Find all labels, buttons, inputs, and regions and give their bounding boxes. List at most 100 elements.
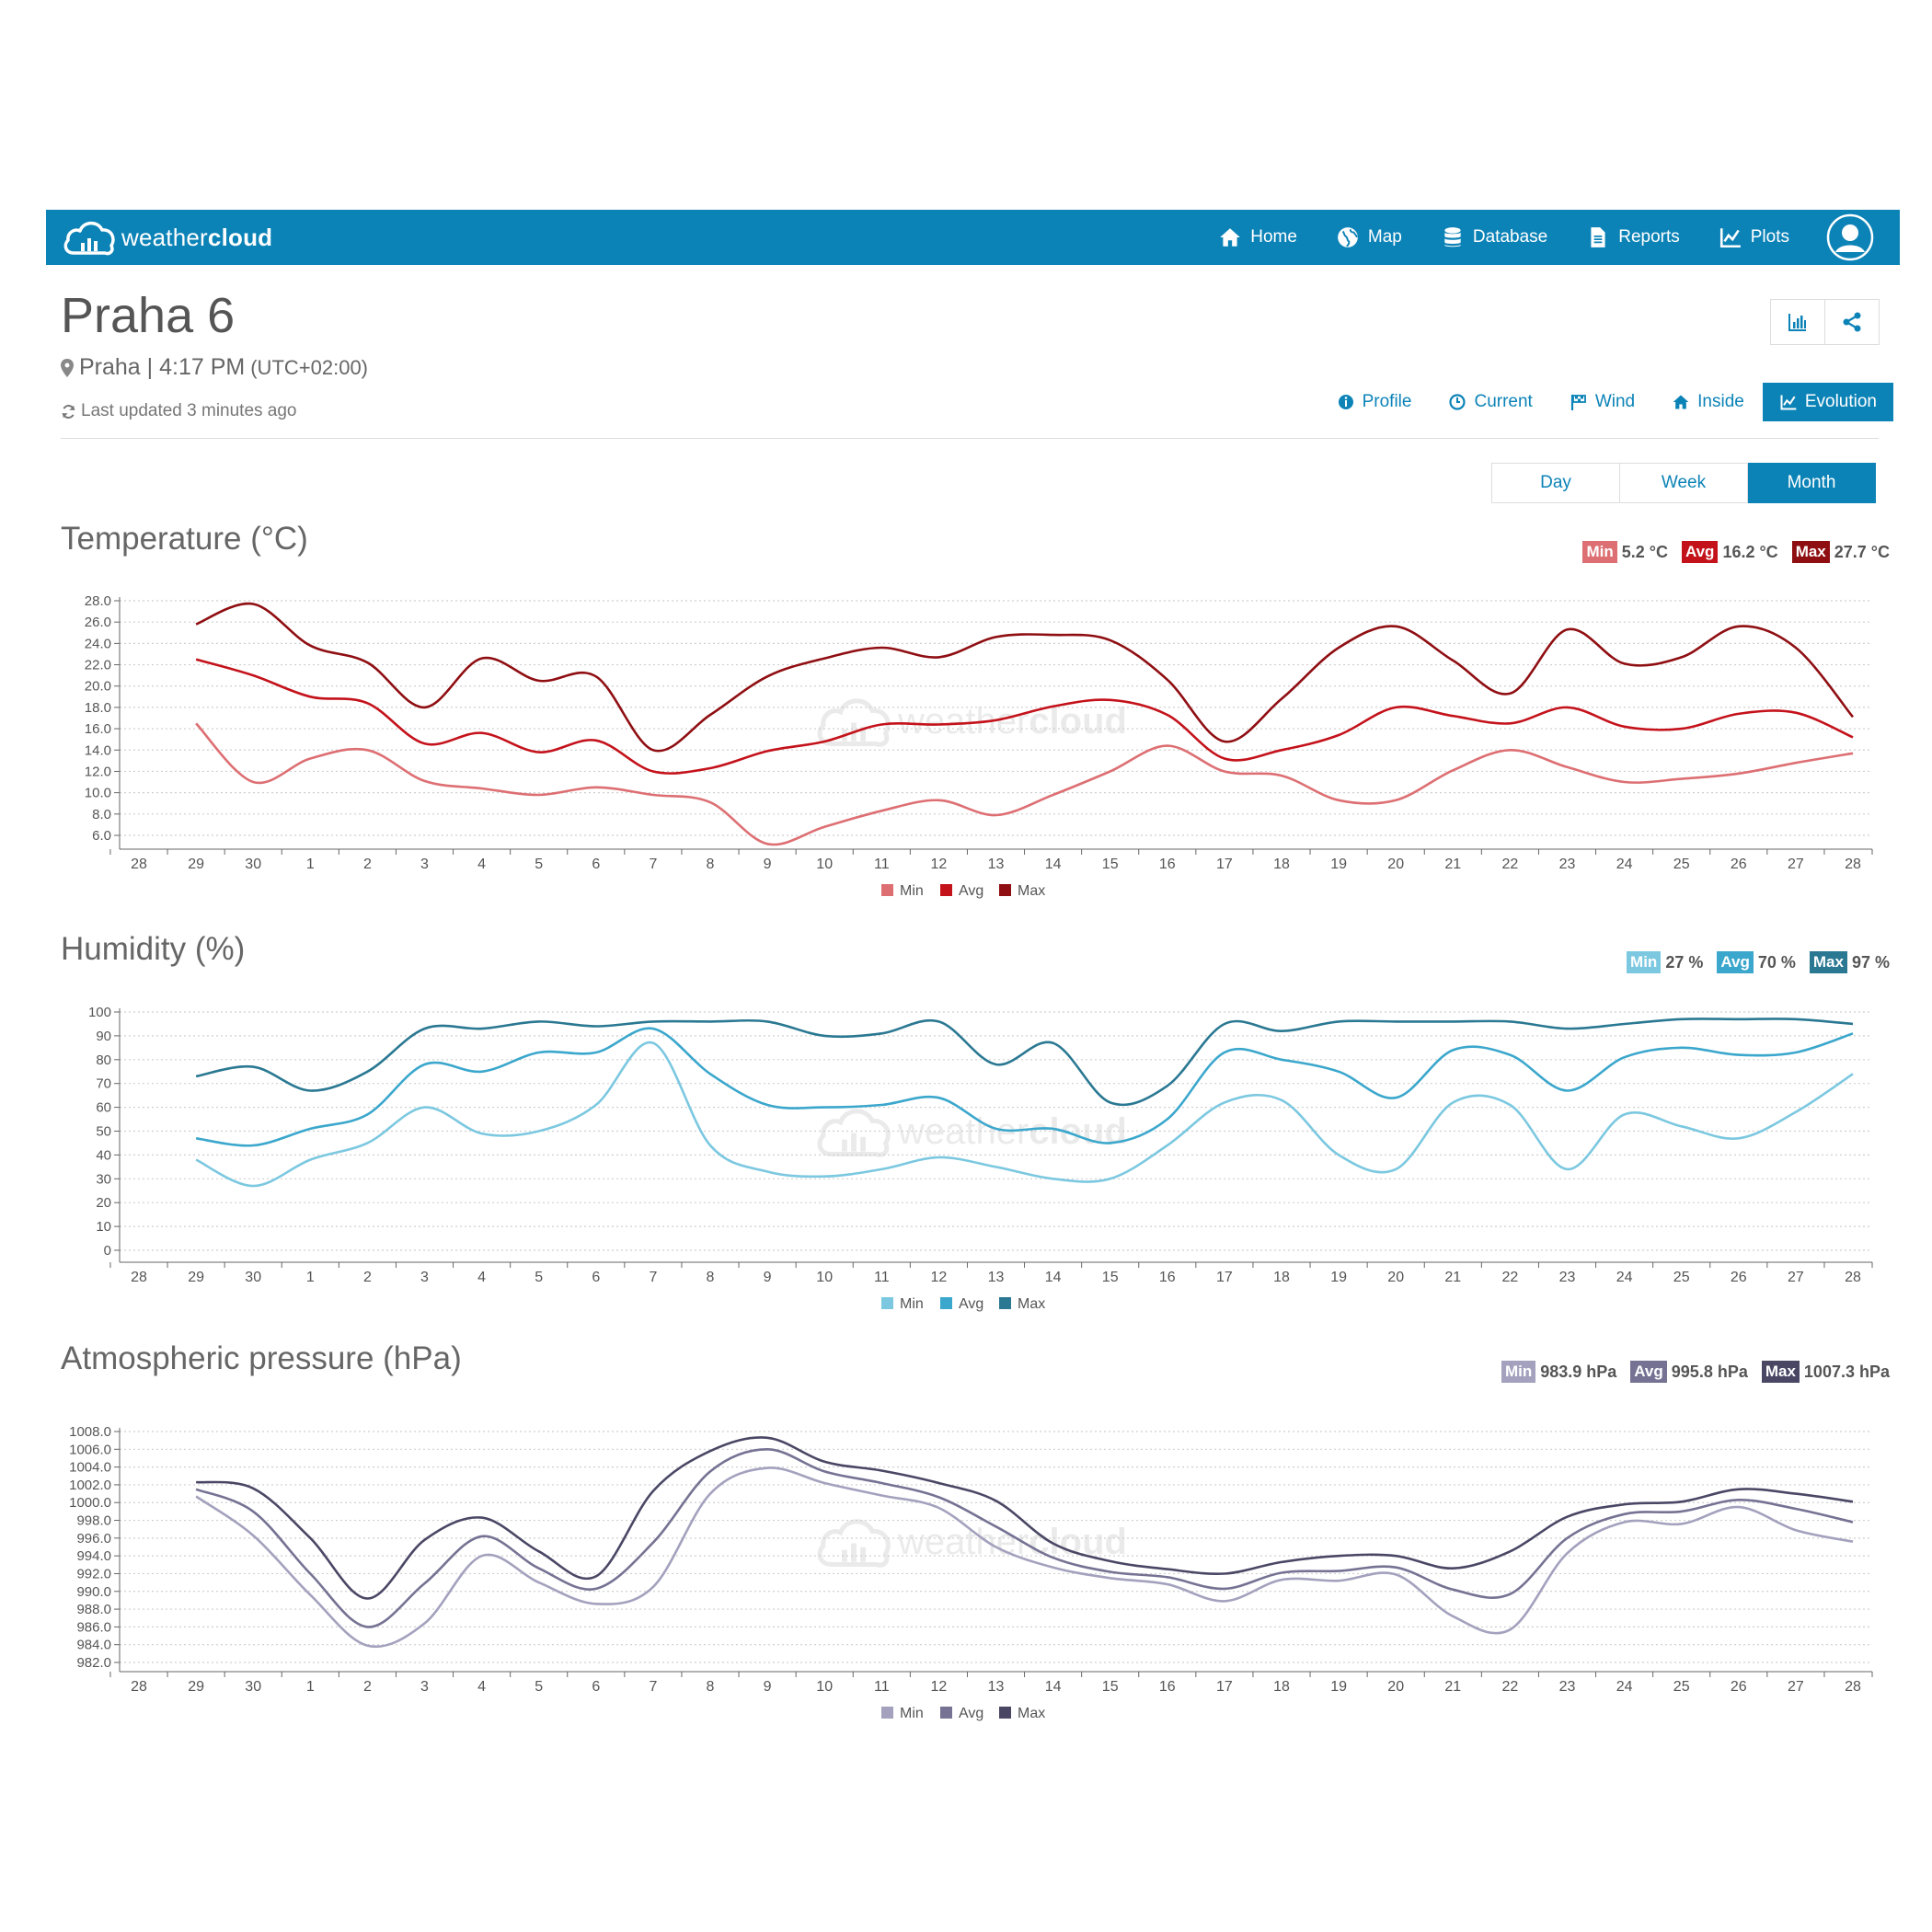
- x-tick-label: 4: [477, 1679, 486, 1695]
- legend-label-max[interactable]: Max: [1018, 1706, 1045, 1721]
- brand-logo-link[interactable]: weathercloud: [61, 210, 272, 265]
- nav-plots[interactable]: Plots: [1719, 225, 1789, 249]
- humidity-summary: Min 27 % Avg 70 % Max 97 %: [1627, 951, 1890, 973]
- y-tick-label: 26.0: [85, 615, 111, 630]
- x-tick-label: 16: [1159, 1679, 1176, 1695]
- y-tick-label: 986.0: [76, 1619, 111, 1635]
- legend-label-max[interactable]: Max: [1018, 883, 1045, 899]
- nav-reports[interactable]: Reports: [1586, 225, 1680, 249]
- x-tick-label: 13: [988, 1679, 1005, 1695]
- x-tick-label: 8: [707, 857, 715, 872]
- nav-database[interactable]: Database: [1441, 225, 1547, 249]
- line-chart-icon: [1719, 228, 1741, 248]
- y-tick-label: 1008.0: [69, 1424, 111, 1440]
- period-day-button[interactable]: Day: [1491, 463, 1620, 503]
- tab-evolution-label: Evolution: [1804, 392, 1877, 411]
- share-button[interactable]: [1825, 299, 1880, 345]
- temperature-min-badge: Min: [1582, 541, 1617, 563]
- x-tick-label: 15: [1102, 1679, 1119, 1695]
- x-tick-label: 11: [874, 1270, 890, 1285]
- legend-label-min[interactable]: Min: [900, 1296, 924, 1312]
- humidity-series-min-line: [195, 1041, 1854, 1188]
- x-tick-label: 1: [306, 857, 315, 872]
- x-tick-label: 18: [1273, 857, 1290, 872]
- period-week-button[interactable]: Week: [1620, 463, 1748, 503]
- x-tick-label: 6: [592, 1270, 600, 1285]
- x-tick-label: 3: [420, 857, 429, 872]
- x-tick-label: 13: [988, 857, 1005, 872]
- document-icon: [1591, 227, 1605, 247]
- x-tick-label: 30: [245, 1270, 261, 1285]
- x-tick-label: 28: [1845, 857, 1861, 872]
- x-tick-label: 25: [1673, 857, 1690, 872]
- period-selector: Day Week Month: [1491, 463, 1876, 503]
- y-tick-label: 20: [96, 1195, 111, 1211]
- pressure-avg-value: 995.8 hPa: [1671, 1362, 1748, 1381]
- x-tick-label: 21: [1444, 1679, 1461, 1695]
- pressure-avg-badge: Avg: [1630, 1361, 1667, 1383]
- x-tick-label: 20: [1387, 1679, 1404, 1695]
- y-tick-label: 982.0: [76, 1655, 111, 1671]
- legend-swatch-max: [999, 1297, 1011, 1309]
- x-tick-label: 22: [1502, 1270, 1519, 1285]
- temperature-avg-badge: Avg: [1681, 541, 1719, 563]
- y-tick-label: 12.0: [85, 764, 111, 779]
- x-tick-label: 10: [816, 857, 833, 872]
- legend-label-min[interactable]: Min: [900, 883, 924, 899]
- x-tick-label: 2: [363, 857, 372, 872]
- legend-label-avg[interactable]: Avg: [959, 1706, 983, 1721]
- y-tick-label: 0: [104, 1243, 111, 1259]
- user-icon[interactable]: [1826, 213, 1874, 261]
- x-tick-label: 23: [1559, 1270, 1576, 1285]
- temperature-max-badge: Max: [1791, 541, 1830, 563]
- flag-icon: [1570, 395, 1586, 410]
- y-tick-label: 984.0: [76, 1638, 111, 1653]
- temperature-max-value: 27.7 °C: [1834, 542, 1890, 561]
- legend-label-min[interactable]: Min: [900, 1706, 924, 1721]
- line-chart-icon: [1780, 395, 1797, 410]
- tab-inside[interactable]: Inside: [1653, 383, 1763, 421]
- x-tick-label: 5: [535, 857, 543, 872]
- tab-evolution[interactable]: Evolution: [1762, 383, 1893, 421]
- x-tick-label: 15: [1102, 857, 1119, 872]
- nav-home[interactable]: Home: [1218, 225, 1297, 249]
- y-tick-label: 90: [96, 1029, 111, 1044]
- x-tick-label: 16: [1159, 857, 1176, 872]
- x-tick-label: 16: [1159, 1270, 1176, 1285]
- x-tick-label: 5: [535, 1270, 543, 1285]
- y-tick-label: 1006.0: [69, 1442, 111, 1457]
- station-separator: |: [146, 354, 154, 380]
- tab-wind-label: Wind: [1594, 392, 1636, 411]
- x-tick-label: 4: [477, 857, 486, 872]
- nav-map[interactable]: Map: [1336, 225, 1402, 249]
- x-tick-label: 12: [931, 1679, 948, 1695]
- y-tick-label: 10: [96, 1219, 111, 1235]
- x-tick-label: 11: [874, 857, 890, 872]
- y-tick-label: 22.0: [85, 658, 111, 673]
- chart-button[interactable]: [1770, 299, 1825, 345]
- action-buttons: [1770, 299, 1880, 345]
- x-tick-label: 25: [1673, 1270, 1690, 1285]
- x-tick-label: 13: [988, 1270, 1005, 1285]
- temperature-series-avg-line: [195, 658, 1854, 775]
- y-tick-label: 50: [96, 1124, 111, 1140]
- temperature-summary: Min 5.2 °C Avg 16.2 °C Max 27.7 °C: [1582, 541, 1890, 563]
- y-tick-label: 6.0: [92, 828, 111, 844]
- station-timezone: (UTC+02:00): [250, 355, 369, 379]
- tab-profile[interactable]: Profile: [1318, 383, 1431, 421]
- legend-label-avg[interactable]: Avg: [959, 1296, 983, 1312]
- legend-label-max[interactable]: Max: [1018, 1296, 1045, 1312]
- top-navbar: weathercloud Home Map Database Reports P…: [46, 210, 1900, 265]
- tab-wind[interactable]: Wind: [1551, 383, 1653, 421]
- cloud-watermark-icon: [817, 1519, 891, 1568]
- x-tick-label: 24: [1616, 1679, 1633, 1695]
- temperature-series-max-line: [195, 602, 1855, 753]
- y-tick-label: 992.0: [76, 1566, 111, 1581]
- temperature-min-value: 5.2 °C: [1621, 542, 1668, 561]
- y-tick-label: 100: [88, 1005, 111, 1020]
- legend-label-avg[interactable]: Avg: [959, 883, 983, 899]
- y-tick-label: 40: [96, 1147, 111, 1163]
- period-month-button[interactable]: Month: [1748, 463, 1876, 503]
- tab-current[interactable]: Current: [1430, 383, 1550, 421]
- pressure-max-badge: Max: [1761, 1361, 1800, 1383]
